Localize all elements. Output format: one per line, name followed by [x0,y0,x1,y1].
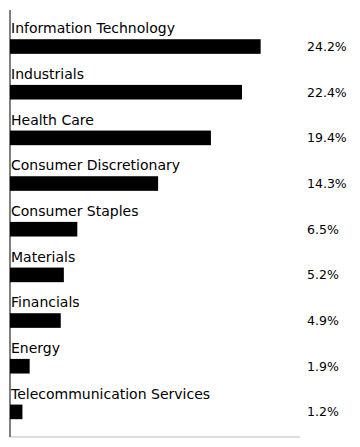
y-axis-line [10,10,11,437]
category-label: Materials [11,249,75,265]
bar [10,176,158,191]
data-label: 5.2% [307,267,339,282]
data-label: 14.3% [307,176,347,191]
data-label: 6.5% [307,222,339,237]
bar [10,222,77,237]
category-label: Consumer Staples [11,203,138,219]
bar [10,359,30,374]
chart-container: Telecommunication Services 1.2% Energy 1.9%… [0,0,360,447]
category-label: Consumer Discretionary [11,157,180,173]
bar [10,268,64,283]
bars [10,39,261,419]
labels: Telecommunication Services 1.2% Energy 1.9%… [10,20,347,419]
data-label: 19.4% [307,130,347,145]
data-label: 22.4% [307,85,347,100]
data-label: 1.2% [307,404,339,419]
bar [10,313,61,328]
chart: Telecommunication Services 1.2% Energy 1.9%… [0,0,360,447]
category-label: Telecommunication Services [10,386,210,402]
category-label: Energy [11,340,60,356]
category-label: Financials [11,294,80,310]
category-label: Health Care [11,112,94,128]
category-label: Information Technology [11,20,175,36]
category-label: Industrials [11,66,84,82]
bar [10,131,211,146]
bar [10,405,22,420]
data-label: 1.9% [307,359,339,374]
bar [10,39,261,54]
data-label: 24.2% [307,39,347,54]
data-label: 4.9% [307,313,339,328]
bar [10,85,242,100]
x-axis-line [10,437,300,438]
